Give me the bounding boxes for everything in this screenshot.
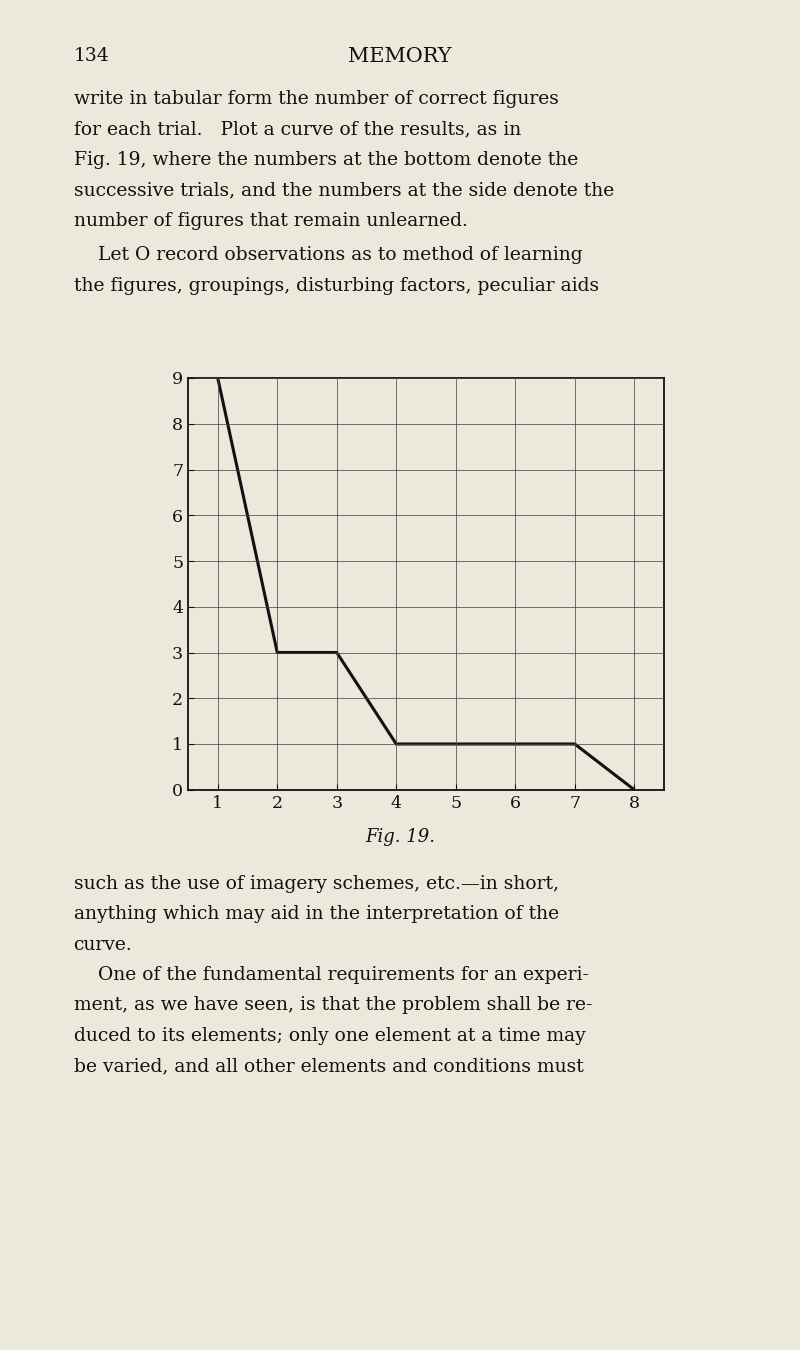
Text: such as the use of imagery schemes, etc.—in short,: such as the use of imagery schemes, etc.… (74, 875, 558, 892)
Text: be varied, and all other elements and conditions must: be varied, and all other elements and co… (74, 1057, 583, 1075)
Text: write in tabular form the number of correct figures: write in tabular form the number of corr… (74, 90, 558, 108)
Text: Fig. 19, where the numbers at the bottom denote the: Fig. 19, where the numbers at the bottom… (74, 151, 578, 169)
Text: anything which may aid in the interpretation of the: anything which may aid in the interpreta… (74, 906, 558, 923)
Text: successive trials, and the numbers at the side denote the: successive trials, and the numbers at th… (74, 181, 614, 200)
Text: 134: 134 (74, 47, 110, 65)
Text: number of figures that remain unlearned.: number of figures that remain unlearned. (74, 212, 467, 230)
Text: for each trial.   Plot a curve of the results, as in: for each trial. Plot a curve of the resu… (74, 120, 521, 139)
Text: One of the fundamental requirements for an experi-: One of the fundamental requirements for … (74, 967, 589, 984)
Text: curve.: curve. (74, 936, 132, 953)
Text: duced to its elements; only one element at a time may: duced to its elements; only one element … (74, 1027, 586, 1045)
Text: ment, as we have seen, is that the problem shall be re-: ment, as we have seen, is that the probl… (74, 996, 592, 1014)
Text: Let O record observations as to method of learning: Let O record observations as to method o… (74, 246, 582, 265)
Text: Fig. 19.: Fig. 19. (365, 828, 435, 845)
Text: the figures, groupings, disturbing factors, peculiar aids: the figures, groupings, disturbing facto… (74, 277, 598, 294)
Text: MEMORY: MEMORY (348, 47, 452, 66)
